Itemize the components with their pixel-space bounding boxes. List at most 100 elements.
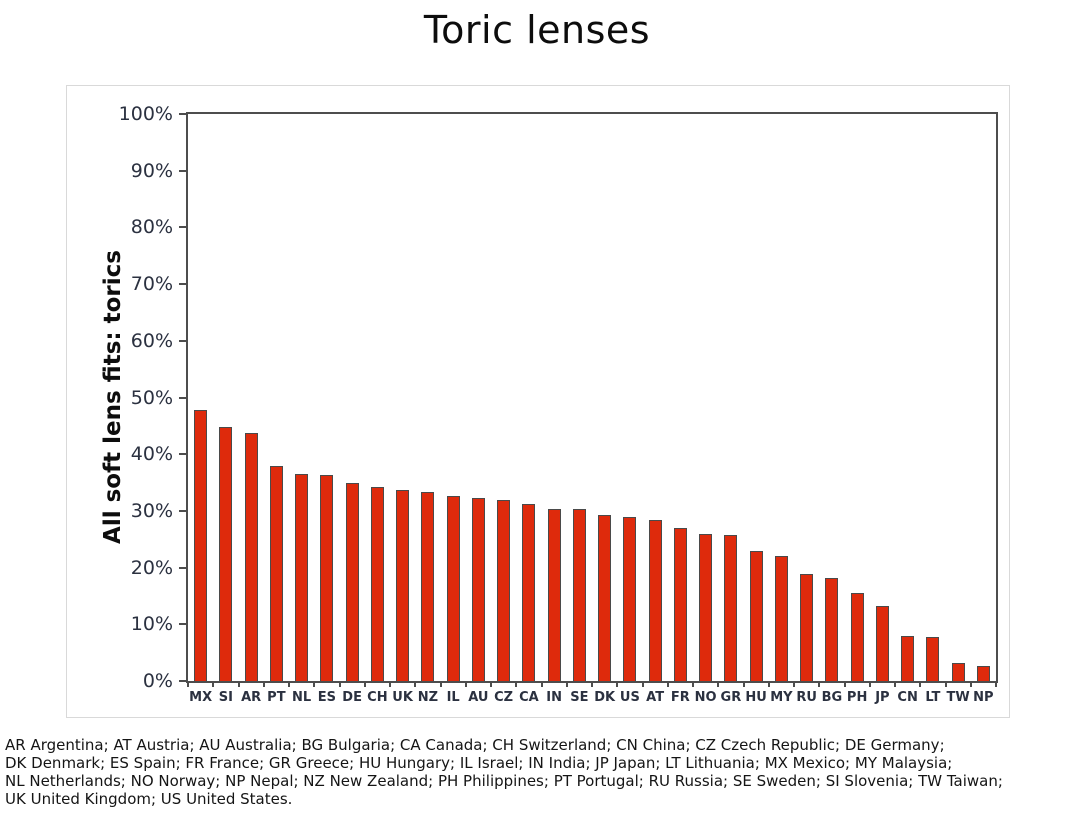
bar bbox=[295, 474, 309, 681]
x-tick-label: NP bbox=[973, 690, 994, 705]
x-tick-label: DE bbox=[342, 690, 362, 705]
x-tick-mark bbox=[464, 683, 467, 687]
x-tick-label: CN bbox=[897, 690, 918, 705]
y-tick-mark bbox=[179, 396, 186, 399]
x-tick-label: PT bbox=[267, 690, 286, 705]
bar bbox=[749, 551, 763, 681]
x-tick-label: IL bbox=[446, 690, 460, 705]
x-tick-mark bbox=[843, 683, 846, 687]
y-tick-mark bbox=[179, 339, 186, 342]
bar bbox=[219, 426, 233, 681]
x-tick-mark bbox=[212, 683, 215, 687]
y-tick-label: 30% bbox=[130, 499, 173, 522]
y-tick-label: 50% bbox=[130, 386, 173, 409]
x-tick-mark bbox=[717, 683, 720, 687]
y-tick-mark bbox=[179, 566, 186, 569]
bar bbox=[598, 514, 612, 681]
y-tick-label: 20% bbox=[130, 556, 173, 579]
x-tick-label: GR bbox=[720, 690, 742, 705]
x-tick-mark bbox=[540, 683, 543, 687]
bar bbox=[623, 517, 637, 681]
x-tick-label: NO bbox=[694, 690, 717, 705]
bar bbox=[269, 466, 283, 681]
x-tick-mark bbox=[414, 683, 417, 687]
x-tick-mark bbox=[894, 683, 896, 687]
x-tick-mark bbox=[666, 683, 669, 687]
x-tick-label: PH bbox=[846, 690, 868, 705]
x-tick-label: SE bbox=[570, 690, 589, 705]
x-tick-mark bbox=[944, 683, 947, 687]
y-tick-mark bbox=[179, 623, 186, 626]
x-tick-mark bbox=[919, 683, 922, 687]
x-tick-mark bbox=[793, 683, 795, 687]
x-tick-mark bbox=[868, 683, 871, 687]
bar bbox=[951, 662, 965, 681]
x-tick-label: CA bbox=[519, 690, 539, 705]
bar bbox=[699, 534, 713, 681]
x-tick-mark bbox=[389, 683, 391, 687]
y-tick-mark bbox=[179, 169, 186, 172]
x-tick-label: HU bbox=[745, 690, 767, 705]
x-tick-mark bbox=[641, 683, 644, 687]
bar bbox=[547, 508, 561, 681]
y-tick-label: 40% bbox=[130, 443, 173, 466]
x-tick-label: UK bbox=[392, 690, 413, 705]
x-tick-mark bbox=[565, 683, 568, 687]
x-tick-mark bbox=[742, 683, 745, 687]
y-tick-mark bbox=[179, 680, 186, 682]
x-tick-mark bbox=[995, 683, 997, 687]
x-tick-label: US bbox=[619, 690, 640, 705]
x-tick-label: MY bbox=[770, 690, 793, 705]
y-tick-mark bbox=[179, 509, 186, 512]
y-tick-label: 80% bbox=[130, 216, 173, 239]
x-tick-label: AR bbox=[241, 690, 262, 705]
y-tick-label: 60% bbox=[130, 329, 173, 352]
bar bbox=[901, 635, 915, 681]
bar bbox=[194, 409, 208, 681]
x-tick-mark bbox=[969, 683, 972, 687]
x-tick-label: NZ bbox=[417, 690, 439, 705]
y-tick-label: 90% bbox=[130, 159, 173, 182]
y-tick-label: 0% bbox=[142, 670, 173, 692]
bar bbox=[774, 555, 788, 681]
bar bbox=[850, 593, 864, 681]
chart-container: All soft lens fits: torics 100% 90% 80% 70%… bbox=[66, 85, 1010, 718]
bar bbox=[926, 636, 940, 681]
x-tick-label: CZ bbox=[494, 690, 514, 705]
y-tick-mark bbox=[179, 113, 186, 115]
bar bbox=[471, 498, 485, 681]
y-tick-label: 70% bbox=[130, 273, 173, 296]
country-code-legend: AR Argentina; AT Austria; AU Australia; … bbox=[5, 736, 1003, 808]
x-tick-label: JP bbox=[875, 690, 890, 705]
x-tick-label: DK bbox=[594, 690, 616, 705]
x-tick-mark bbox=[288, 683, 290, 687]
x-tick-mark bbox=[767, 683, 770, 687]
y-tick-label: 100% bbox=[118, 103, 173, 125]
x-tick-label: RU bbox=[796, 690, 817, 705]
bar bbox=[345, 482, 359, 681]
bar bbox=[825, 578, 839, 681]
bar bbox=[572, 509, 586, 681]
x-tick-mark bbox=[439, 683, 442, 687]
x-tick-label: AU bbox=[468, 690, 489, 705]
x-tick-label: TW bbox=[946, 690, 970, 705]
x-tick-mark bbox=[515, 683, 518, 687]
x-tick-label: AT bbox=[646, 690, 665, 705]
bar bbox=[673, 527, 687, 681]
page-title: Toric lenses bbox=[423, 8, 651, 52]
bar bbox=[370, 487, 384, 681]
y-tick-mark bbox=[179, 226, 186, 229]
y-tick-mark bbox=[179, 283, 186, 286]
bar bbox=[522, 504, 536, 681]
x-tick-mark bbox=[818, 683, 821, 687]
x-tick-mark bbox=[692, 683, 694, 687]
bar bbox=[724, 534, 738, 681]
x-tick-label: BG bbox=[821, 690, 843, 705]
bar bbox=[244, 433, 258, 681]
x-tick-mark bbox=[237, 683, 240, 687]
plot-area bbox=[186, 112, 998, 683]
x-tick-label: CH bbox=[367, 690, 388, 705]
bar bbox=[875, 605, 889, 681]
x-tick-mark bbox=[187, 683, 189, 687]
y-tick-label: 10% bbox=[130, 613, 173, 636]
